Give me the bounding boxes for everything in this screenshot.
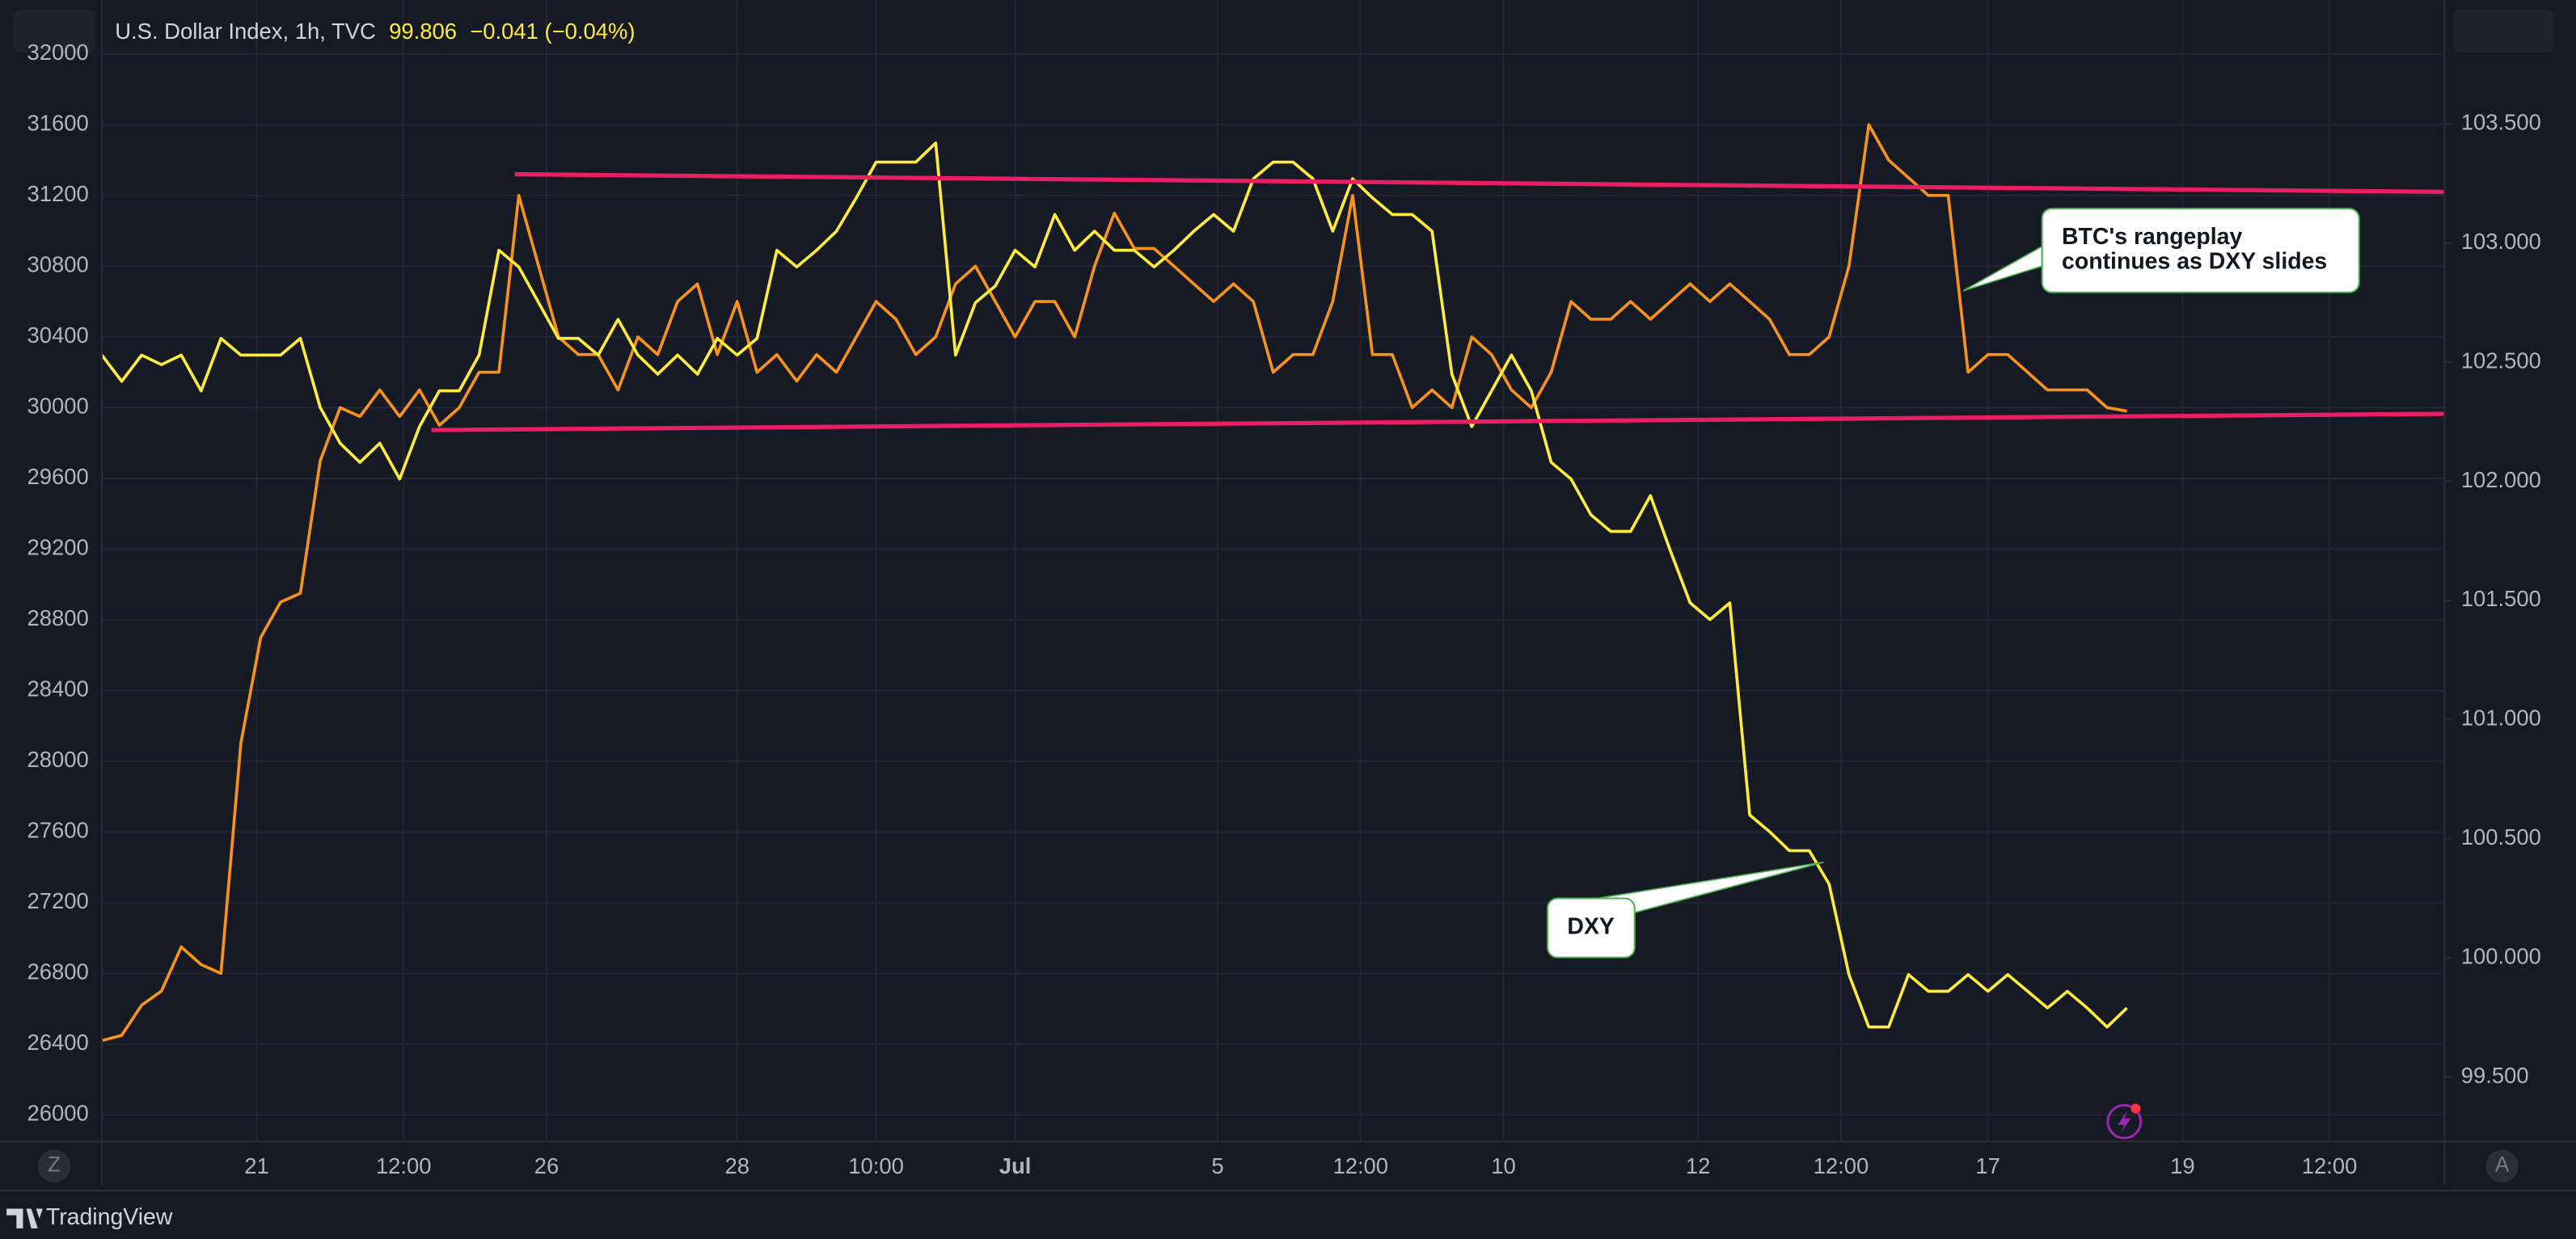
y2-tick-label: 100.500: [2461, 824, 2541, 849]
callout-box: [1547, 897, 1636, 959]
y-tick-label: 26400: [27, 1030, 88, 1055]
x-tick-label: 12:00: [1814, 1153, 1869, 1178]
y-tick-label: 26000: [27, 1101, 88, 1126]
x-tick-label: 19: [2170, 1153, 2195, 1178]
y2-tick-label: 101.000: [2461, 706, 2541, 731]
x-tick-label: 28: [724, 1153, 750, 1178]
brand: TradingView: [46, 1204, 173, 1230]
y2-tick-label: 102.000: [2461, 467, 2541, 492]
y2-tick-label: 100.000: [2461, 943, 2541, 968]
lightning-icon[interactable]: [2106, 1103, 2143, 1140]
y2-tick-label: 102.500: [2461, 348, 2541, 373]
series-line: [101, 123, 2127, 1043]
button-z[interactable]: [37, 1149, 71, 1183]
y-tick-label: 30000: [27, 394, 88, 419]
x-tick-label: 10: [1491, 1153, 1516, 1178]
y-tick-label: 28400: [27, 676, 88, 702]
y-tick-label: 29200: [27, 535, 88, 560]
left-scale-box: [13, 10, 95, 53]
y-tick-label: 27600: [27, 818, 88, 843]
y-tick-label: 31600: [27, 111, 88, 136]
grid: [101, 0, 2445, 1142]
callout-text: continues as DXY slides: [2062, 249, 2327, 275]
y-tick-label: 27200: [27, 888, 88, 913]
y-tick-label: 32000: [27, 40, 88, 65]
brand-logo: [6, 1208, 43, 1228]
x-tick-label: 17: [1975, 1153, 2000, 1178]
button-a[interactable]: [2485, 1149, 2519, 1183]
y2-tick-label: 103.000: [2461, 229, 2541, 254]
legend-last: 99.806: [389, 19, 457, 44]
callout-text: DXY: [1567, 914, 1615, 940]
callout-text: BTC's rangeplay: [2062, 224, 2242, 250]
x-tick-label: Jul: [999, 1153, 1032, 1178]
y2-tick-label: 103.500: [2461, 110, 2541, 135]
button-a-label[interactable]: A: [2495, 1153, 2510, 1177]
button-z-label[interactable]: Z: [48, 1153, 61, 1177]
y-tick-label: 30800: [27, 252, 88, 277]
trendline: [431, 411, 2445, 432]
series-line: [100, 141, 2128, 1029]
y-tick-label: 30400: [27, 322, 88, 348]
x-tick-label: 12:00: [2302, 1153, 2358, 1178]
x-tick-label: 12:00: [1332, 1153, 1388, 1178]
x-tick-label: 26: [534, 1153, 560, 1178]
y-tick-label: 28000: [27, 747, 88, 772]
x-tick-label: 21: [244, 1153, 269, 1178]
legend-change: −0.041 (−0.04%): [470, 19, 635, 44]
x-tick-label: 5: [1211, 1153, 1223, 1178]
x-tick-label: 12:00: [376, 1153, 432, 1178]
y-tick-label: 31200: [27, 181, 88, 206]
y-tick-label: 26800: [27, 959, 88, 984]
y-tick-label: 28800: [27, 605, 88, 630]
right-scale-box: [2452, 10, 2555, 53]
callout: DXY: [1547, 862, 1824, 959]
plot: [100, 123, 2445, 1043]
y-tick-label: 29600: [27, 464, 88, 489]
x-tick-label: 12: [1686, 1153, 1711, 1178]
legend-title: U.S. Dollar Index, 1h, TVC: [115, 19, 376, 44]
trendline: [514, 171, 2445, 195]
x-tick-label: 10:00: [848, 1153, 904, 1178]
callout-box: [2041, 208, 2360, 293]
y2-tick-label: 101.500: [2461, 586, 2541, 611]
y2-tick-label: 99.500: [2461, 1063, 2529, 1088]
